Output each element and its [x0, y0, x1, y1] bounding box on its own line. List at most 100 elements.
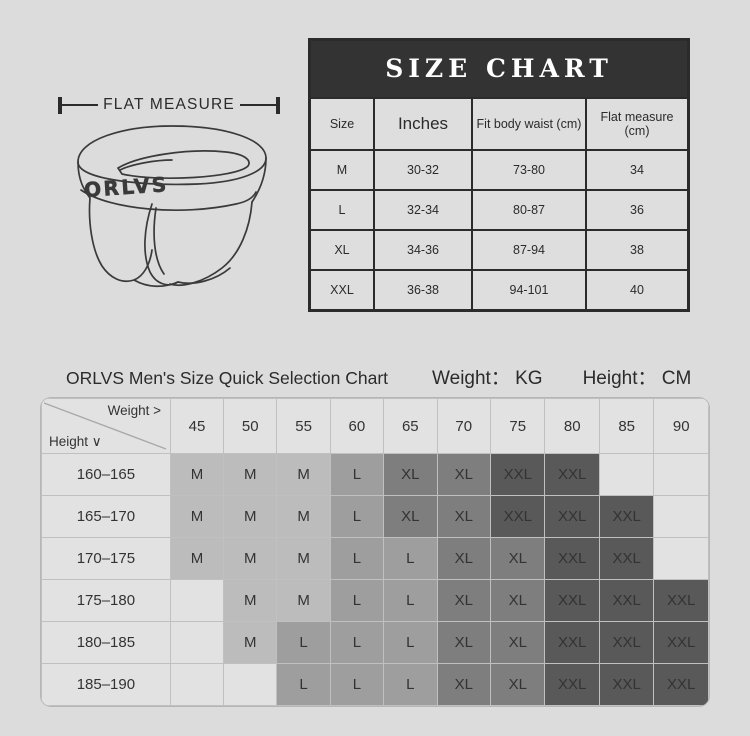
- height-row-header-4: 175–180: [41, 579, 171, 622]
- measure-cap-left-icon: [58, 96, 62, 114]
- size-cell-empty: [169, 621, 225, 664]
- size-cell-xxl: XXL: [544, 663, 600, 706]
- weight-column-header-80: 80: [544, 398, 600, 454]
- size-cell-m: M: [223, 453, 278, 496]
- cell-fit-body-waist: 80-87: [471, 189, 587, 231]
- height-row-header-5: 180–185: [41, 621, 171, 664]
- weight-column-header-45: 45: [169, 398, 225, 454]
- cell-size: XXL: [308, 269, 375, 312]
- size-cell-xxl: XXL: [544, 453, 600, 496]
- size-cell-m: M: [276, 495, 331, 538]
- axis-diagonal-divider-icon: [43, 402, 167, 450]
- size-cell-m: M: [276, 537, 331, 580]
- height-row-header-1: 160–165: [41, 453, 171, 496]
- size-cell-xl: XL: [436, 537, 492, 580]
- size-cell-xxl: XXL: [544, 579, 600, 622]
- size-cell-m: M: [223, 495, 278, 538]
- size-cell-xxl: XXL: [490, 453, 546, 496]
- cell-size: L: [308, 189, 375, 231]
- size-cell-xxl: XXL: [544, 621, 600, 664]
- cell-size: M: [308, 149, 375, 191]
- size-cell-m: M: [223, 621, 278, 664]
- size-cell-m: M: [223, 537, 278, 580]
- size-chart-header-row: Size Inches Fit body waist (cm) Flat mea…: [308, 97, 690, 151]
- measure-line-left-icon: [62, 104, 99, 106]
- size-cell-empty: [169, 579, 225, 622]
- size-chart-title-cell: SIZE CHART: [308, 38, 690, 99]
- size-cell-l: L: [329, 495, 385, 538]
- cell-flat-measure: 36: [585, 189, 690, 231]
- size-cell-l: L: [329, 453, 385, 496]
- size-chart-title: SIZE CHART: [385, 54, 613, 83]
- size-cell-m: M: [169, 453, 225, 496]
- size-cell-empty: [598, 453, 655, 496]
- cell-inches: 34-36: [373, 229, 473, 271]
- weight-column-header-90: 90: [653, 398, 709, 454]
- size-cell-l: L: [383, 579, 438, 622]
- cell-fit-body-waist: 73-80: [471, 149, 587, 191]
- size-cell-empty: [169, 663, 225, 706]
- weight-column-header-50: 50: [223, 398, 278, 454]
- size-cell-empty: [223, 663, 278, 706]
- column-header-inches: Inches: [373, 97, 473, 151]
- size-chart-table: SIZE CHART Size Inches Fit body waist (c…: [308, 38, 690, 312]
- size-cell-l: L: [276, 621, 331, 664]
- size-cell-xxl: XXL: [598, 621, 655, 664]
- size-cell-xxl: XXL: [653, 579, 709, 622]
- size-cell-m: M: [223, 579, 278, 622]
- selection-grid-row: 165–170 M M M L XL XL XXL XXL XXL: [41, 495, 709, 538]
- size-cell-l: L: [383, 537, 438, 580]
- size-cell-xxl: XXL: [490, 495, 546, 538]
- size-cell-m: M: [169, 495, 225, 538]
- selection-grid-row: 170–175 M M M L L XL XL XXL XXL: [41, 537, 709, 580]
- top-section: FLAT MEASURE ORLVS: [0, 0, 750, 330]
- weight-column-header-70: 70: [436, 398, 492, 454]
- size-cell-xl: XL: [383, 453, 438, 496]
- size-selection-grid: Weight > Height ∨ 45 50 55 60 65 70 75 80 85 90 160–…: [41, 398, 709, 706]
- size-cell-m: M: [276, 579, 331, 622]
- selection-grid-row: 160–165 M M M L XL XL XXL XXL: [41, 453, 709, 496]
- height-row-header-3: 170–175: [41, 537, 171, 580]
- size-cell-l: L: [383, 663, 438, 706]
- height-row-header-2: 165–170: [41, 495, 171, 538]
- size-cell-xxl: XXL: [598, 663, 655, 706]
- size-cell-xxl: XXL: [544, 495, 600, 538]
- size-cell-empty: [653, 537, 709, 580]
- height-row-header-6: 185–190: [41, 663, 171, 706]
- selection-grid-row: 175–180 M M L L XL XL XXL XXL XXL: [41, 579, 709, 622]
- size-cell-xxl: XXL: [653, 621, 709, 664]
- column-header-size: Size: [308, 97, 375, 151]
- size-cell-l: L: [383, 621, 438, 664]
- cell-inches: 30-32: [373, 149, 473, 191]
- cell-flat-measure: 34: [585, 149, 690, 191]
- size-cell-m: M: [169, 537, 225, 580]
- cell-inches: 36-38: [373, 269, 473, 312]
- selection-grid-header-row: Weight > Height ∨ 45 50 55 60 65 70 75 80 85 90: [41, 398, 709, 454]
- size-cell-xl: XL: [490, 537, 546, 580]
- selection-chart-section: ORLVS Men's Size Quick Selection Chart W…: [0, 330, 750, 736]
- cell-flat-measure: 38: [585, 229, 690, 271]
- cell-flat-measure: 40: [585, 269, 690, 312]
- size-cell-l: L: [329, 579, 385, 622]
- size-cell-xl: XL: [436, 453, 492, 496]
- weight-column-header-75: 75: [490, 398, 546, 454]
- size-cell-xxl: XXL: [598, 537, 655, 580]
- cell-inches: 32-34: [373, 189, 473, 231]
- weight-axis-label: Weight >: [107, 403, 161, 418]
- size-cell-xxl: XXL: [653, 663, 709, 706]
- cell-fit-body-waist: 94-101: [471, 269, 587, 312]
- size-cell-m: M: [276, 453, 331, 496]
- size-cell-l: L: [329, 621, 385, 664]
- measure-line-right-icon: [239, 104, 277, 106]
- size-cell-empty: [653, 495, 709, 538]
- size-cell-xxl: XXL: [598, 495, 655, 538]
- size-cell-empty: [653, 453, 709, 496]
- size-cell-xl: XL: [383, 495, 438, 538]
- size-cell-l: L: [329, 537, 385, 580]
- weight-unit-label: Weight： KG: [432, 368, 543, 389]
- height-unit-label: Height： CM: [582, 368, 692, 389]
- weight-column-header-85: 85: [598, 398, 655, 454]
- column-header-flat-measure: Flat measure (cm): [585, 97, 690, 151]
- table-row: L 32-34 80-87 36: [308, 189, 690, 231]
- selection-grid-row: 185–190 L L L XL XL XXL XXL XXL: [41, 663, 709, 706]
